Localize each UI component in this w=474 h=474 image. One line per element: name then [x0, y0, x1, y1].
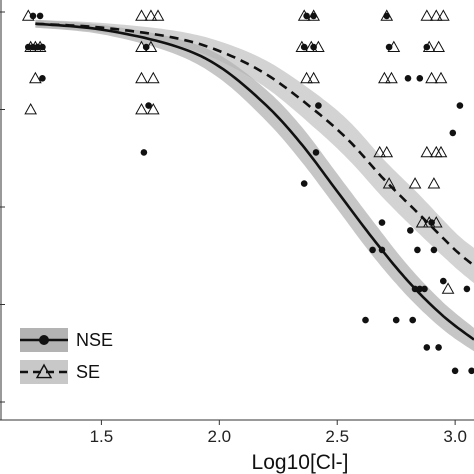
point-se: [434, 145, 448, 158]
point-nse: [456, 102, 464, 109]
y-ticks: [0, 11, 5, 403]
point-nse: [409, 316, 417, 324]
confidence-bands: [35, 19, 474, 352]
point-se: [307, 71, 320, 84]
point-nse: [463, 285, 471, 293]
point-nse: [435, 344, 442, 351]
point-se: [135, 9, 148, 21]
legend-label-nse: NSE: [76, 330, 113, 350]
point-nse: [315, 102, 322, 109]
point-se: [146, 102, 160, 115]
point-nse: [451, 367, 459, 375]
point-se: [432, 40, 445, 52]
point-nse: [421, 285, 428, 293]
point-se: [378, 71, 391, 84]
point-se: [295, 40, 309, 52]
point-se: [422, 216, 436, 228]
point-se: [146, 71, 160, 84]
point-se: [387, 40, 401, 52]
point-se: [135, 40, 148, 52]
point-se: [380, 9, 394, 21]
point-se: [24, 102, 38, 115]
point-se: [408, 177, 422, 189]
point-se: [422, 40, 436, 52]
fit-line-nse: [35, 22, 474, 341]
point-se: [307, 9, 320, 21]
point-se: [420, 145, 434, 158]
point-nse: [440, 277, 447, 285]
point-nse: [385, 43, 393, 51]
point-se: [415, 216, 429, 228]
point-se: [382, 177, 396, 189]
point-se: [429, 216, 443, 228]
point-se: [300, 71, 313, 84]
data-points: [21, 9, 474, 375]
point-se: [429, 9, 443, 21]
point-nse: [449, 129, 457, 137]
point-nse: [142, 43, 150, 51]
point-nse: [29, 12, 37, 20]
point-nse: [414, 246, 421, 254]
point-se: [144, 9, 158, 21]
point-nse: [407, 227, 414, 234]
band-nse: [35, 19, 474, 352]
point-nse: [468, 367, 474, 375]
point-se: [427, 177, 441, 189]
point-se: [151, 9, 165, 21]
point-se: [385, 71, 398, 84]
x-tick-label: 2.0: [207, 427, 231, 446]
point-nse: [392, 316, 400, 324]
point-nse: [300, 180, 308, 187]
point-nse: [369, 246, 376, 254]
point-nse: [430, 246, 438, 254]
x-axis-title: Log10[Cl-]: [252, 451, 349, 474]
point-nse: [362, 316, 369, 324]
point-nse: [378, 219, 386, 226]
point-se: [380, 145, 394, 158]
point-se: [304, 40, 318, 52]
point-nse: [145, 102, 152, 109]
point-nse: [404, 75, 412, 82]
point-se: [441, 282, 455, 294]
point-se: [297, 9, 311, 21]
point-se: [29, 71, 42, 84]
point-se: [434, 71, 448, 84]
point-nse: [378, 246, 386, 254]
point-nse: [416, 75, 424, 82]
point-se: [144, 40, 158, 52]
point-se: [436, 9, 450, 21]
point-nse: [411, 285, 419, 293]
legend-label-se: SE: [76, 362, 100, 382]
point-se: [312, 40, 325, 52]
x-tick-label: 3.0: [443, 427, 467, 446]
x-ticks: 1.5 2.0 2.5 3.0: [90, 420, 467, 446]
point-se: [21, 9, 35, 21]
x-tick-label: 1.5: [90, 427, 114, 446]
point-nse: [140, 149, 148, 156]
point-nse: [312, 149, 320, 156]
point-se: [425, 71, 438, 84]
point-nse: [423, 344, 431, 351]
point-se: [33, 40, 47, 52]
point-nse: [416, 285, 424, 293]
point-se: [373, 145, 387, 158]
point-se: [420, 9, 434, 21]
point-nse: [39, 75, 46, 82]
x-tick-label: 2.5: [325, 427, 349, 446]
legend-key-marker: [35, 363, 53, 379]
band-se: [35, 19, 474, 284]
point-se: [135, 102, 148, 115]
point-nse: [36, 12, 44, 20]
point-se: [135, 71, 148, 84]
legend: NSE SE: [20, 328, 113, 384]
legend-key-marker: [39, 335, 49, 345]
